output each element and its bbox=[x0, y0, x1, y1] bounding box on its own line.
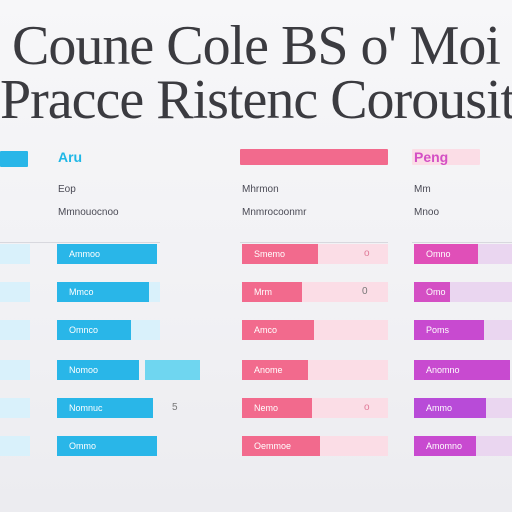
table-row[interactable]: Nomoo bbox=[57, 360, 139, 380]
table-row[interactable]: Anome bbox=[242, 360, 308, 380]
row-value: 0 bbox=[362, 286, 368, 297]
title-line-2: Pracce Ristenc Corousit bbox=[0, 69, 512, 131]
table-row[interactable]: Poms bbox=[414, 320, 484, 340]
column-header bbox=[240, 149, 388, 165]
table-row[interactable]: Nomnuc bbox=[57, 398, 153, 418]
table-row[interactable]: Smemo bbox=[242, 244, 318, 264]
table-row[interactable]: Oemmoe bbox=[242, 436, 320, 456]
column-meta-2: Mnoo bbox=[414, 207, 440, 218]
table-row[interactable]: Mrm bbox=[242, 282, 302, 302]
table-row[interactable]: Amco bbox=[242, 320, 314, 340]
row-divider bbox=[240, 242, 388, 243]
column-header-bar-left bbox=[0, 151, 28, 167]
row-value: o bbox=[364, 402, 370, 413]
row-value: o bbox=[364, 248, 370, 259]
row-divider bbox=[0, 242, 160, 243]
table-row[interactable]: Omo bbox=[414, 282, 450, 302]
column-header: Peng bbox=[412, 149, 480, 165]
row-value: 5 bbox=[172, 402, 178, 413]
table-row[interactable]: Omno bbox=[414, 244, 478, 264]
column-meta-1: Mm bbox=[414, 184, 431, 195]
row-divider bbox=[412, 242, 512, 243]
title-line-1: Coune Cole BS o' Moi bbox=[12, 15, 501, 77]
table-row[interactable]: Mmco bbox=[57, 282, 149, 302]
column-meta-1: Mhrmon bbox=[242, 184, 279, 195]
table-row[interactable]: Amomno bbox=[414, 436, 476, 456]
table-row[interactable]: Ommo bbox=[57, 436, 157, 456]
table-row[interactable]: Ammoo bbox=[57, 244, 157, 264]
column-meta-2: Mmnouocnoo bbox=[58, 207, 119, 218]
column-meta-1: Eop bbox=[58, 184, 76, 195]
table-row[interactable]: Ammo bbox=[414, 398, 486, 418]
column-header: Aru bbox=[58, 149, 83, 165]
column-meta-2: Mnmrocoonmr bbox=[242, 207, 307, 218]
table-row[interactable]: Nemo bbox=[242, 398, 312, 418]
table-row[interactable]: Anomno bbox=[414, 360, 510, 380]
table-row[interactable]: Omnco bbox=[57, 320, 131, 340]
